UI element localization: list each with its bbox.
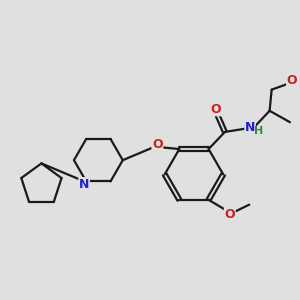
Text: O: O — [152, 139, 163, 152]
Text: N: N — [79, 178, 89, 191]
Text: H: H — [254, 126, 264, 136]
Text: O: O — [287, 74, 297, 87]
Text: N: N — [245, 122, 255, 134]
Text: O: O — [224, 208, 235, 220]
Text: O: O — [211, 103, 221, 116]
